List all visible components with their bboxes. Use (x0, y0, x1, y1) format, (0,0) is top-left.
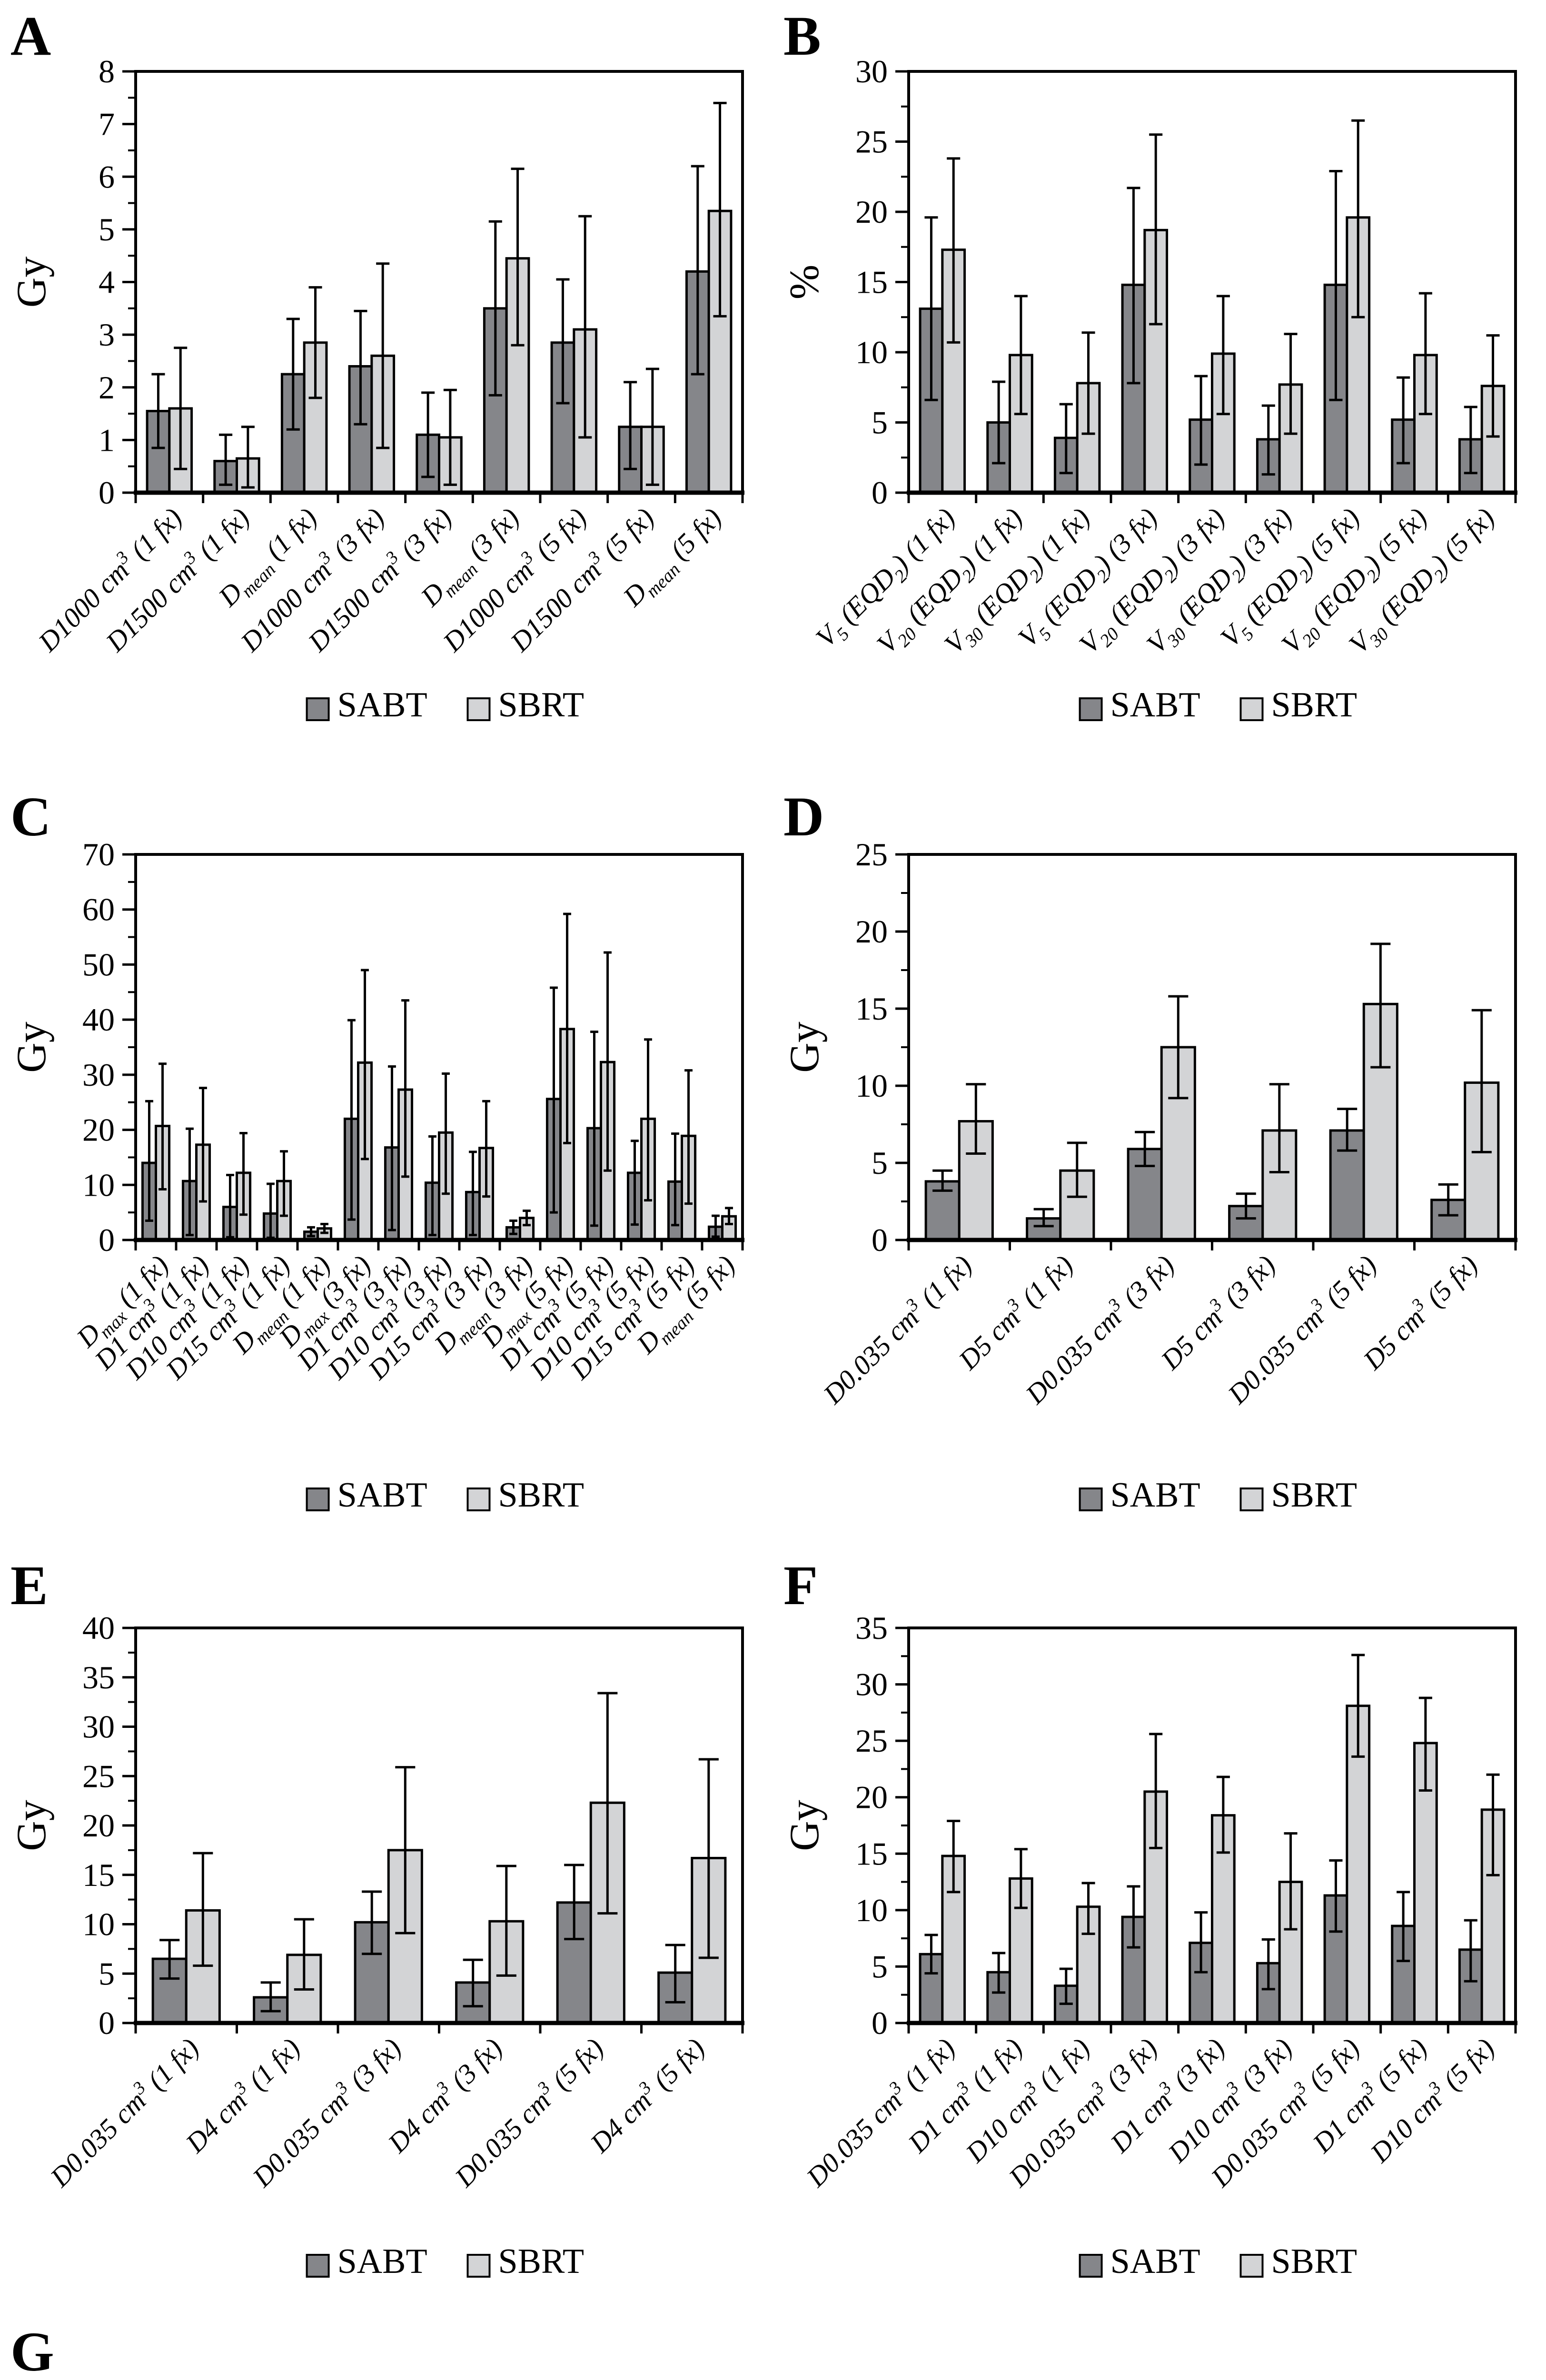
panel-D-letter: D (783, 785, 824, 848)
svg-text:40: 40 (82, 1610, 115, 1646)
svg-text:20: 20 (82, 1112, 115, 1148)
svg-text:7: 7 (99, 106, 115, 142)
panel-C-letter: C (10, 785, 51, 848)
svg-text:SABT: SABT (1110, 1476, 1200, 1515)
svg-text:Gy: Gy (782, 1021, 828, 1073)
svg-text:5: 5 (99, 211, 115, 248)
panel-F-letter: F (783, 1554, 818, 1616)
svg-text:SABT: SABT (1110, 2242, 1200, 2281)
svg-text:SBRT: SBRT (498, 685, 585, 724)
panel-F: F 0 5 10 15 20 25 30 35 Gy D0.035 cm3 (1 fx) D1 cm… (773, 1530, 1546, 2297)
panel-B: B 0 5 10 15 20 25 30% V5 (EQD2) (1 fx) V20 (EQD2… (773, 0, 1546, 762)
svg-text:10: 10 (855, 1068, 888, 1104)
svg-text:D10 cm3 (5 fx): D10 cm3 (5 fx) (1363, 2031, 1500, 2169)
svg-text:40: 40 (82, 1002, 115, 1038)
svg-text:10: 10 (82, 1906, 115, 1943)
panel-B-letter: B (783, 5, 821, 67)
svg-text:5: 5 (872, 1948, 888, 1984)
svg-text:10: 10 (82, 1167, 115, 1203)
svg-text:SABT: SABT (1110, 685, 1200, 724)
svg-text:25: 25 (855, 1723, 888, 1759)
svg-text:20: 20 (855, 194, 888, 230)
panel-C: C 0 10 20 30 40 50 60 70 Gy Dmax (1 fx) D1 cm3 (1 … (0, 762, 773, 1530)
svg-text:%: % (782, 265, 828, 299)
svg-text:0: 0 (99, 2005, 115, 2041)
svg-text:8: 8 (99, 53, 115, 89)
svg-text:15: 15 (855, 1835, 888, 1872)
svg-text:4: 4 (99, 264, 115, 300)
svg-text:15: 15 (855, 991, 888, 1027)
svg-text:2: 2 (99, 369, 115, 406)
svg-text:15: 15 (855, 264, 888, 300)
svg-text:10: 10 (855, 334, 888, 370)
svg-text:SABT: SABT (337, 1476, 427, 1515)
svg-text:SABT: SABT (337, 2242, 427, 2281)
svg-text:20: 20 (82, 1807, 115, 1844)
svg-text:5: 5 (99, 1955, 115, 1992)
panel-A-letter: A (10, 5, 51, 67)
svg-text:25: 25 (855, 124, 888, 160)
svg-text:25: 25 (82, 1758, 115, 1794)
svg-text:0: 0 (872, 1222, 888, 1258)
svg-text:20: 20 (855, 1779, 888, 1815)
svg-text:Gy: Gy (9, 1800, 55, 1851)
svg-text:70: 70 (82, 836, 115, 873)
svg-text:20: 20 (855, 913, 888, 950)
svg-text:6: 6 (99, 159, 115, 195)
svg-text:SBRT: SBRT (1271, 685, 1358, 724)
svg-text:30: 30 (855, 53, 888, 89)
svg-text:30: 30 (855, 1666, 888, 1703)
panel-E-letter: E (10, 1554, 48, 1616)
svg-text:SBRT: SBRT (498, 1476, 585, 1515)
svg-text:0: 0 (99, 1222, 115, 1258)
panel-G: G 024681012141618GyDmax (1 fx)Dmax (3 fx… (0, 2297, 773, 2380)
svg-text:35: 35 (82, 1659, 115, 1696)
svg-text:0: 0 (872, 2005, 888, 2041)
svg-text:50: 50 (82, 946, 115, 982)
svg-text:D0.035 cm3 (1 fx): D0.035 cm3 (1 fx) (43, 2031, 205, 2193)
svg-text:0: 0 (99, 475, 115, 511)
panel-G-chart: 024681012141618GyDmax (1 fx)Dmax (3 fx)D… (82, 2376, 115, 2380)
svg-text:0: 0 (872, 475, 888, 511)
svg-text:15: 15 (82, 1857, 115, 1893)
panel-D: D 0 5 10 15 20 25 Gy D0.035 cm3 (1 fx) D5 cm3 (1… (773, 762, 1546, 1530)
panel-G-letter: G (10, 2320, 54, 2380)
svg-text:SBRT: SBRT (1271, 2242, 1358, 2281)
svg-text:35: 35 (855, 1610, 888, 1646)
svg-text:18: 18 (82, 2376, 115, 2380)
panel-E: E 0 5 10 15 20 25 30 35 40 Gy D0.035 cm3 (1 fx) D4 … (0, 1530, 773, 2297)
svg-text:10: 10 (855, 1892, 888, 1928)
svg-text:Gy: Gy (9, 257, 55, 308)
svg-text:30: 30 (82, 1057, 115, 1093)
panel-A: A 0 1 2 3 4 5 6 7 8 Gy D1000 cm3 (1 fx) D1500 cm3 (… (0, 0, 773, 762)
svg-text:SBRT: SBRT (1271, 1476, 1358, 1515)
svg-text:D0.035 cm3 (1 fx): D0.035 cm3 (1 fx) (816, 1248, 978, 1410)
svg-text:Gy: Gy (9, 1021, 55, 1073)
svg-text:25: 25 (855, 836, 888, 873)
svg-text:30: 30 (82, 1709, 115, 1745)
svg-text:5: 5 (872, 1145, 888, 1181)
svg-text:60: 60 (82, 892, 115, 928)
svg-text:SBRT: SBRT (498, 2242, 585, 2281)
svg-text:Gy: Gy (782, 1800, 828, 1851)
svg-text:SABT: SABT (337, 685, 427, 724)
svg-text:1: 1 (99, 422, 115, 458)
svg-text:5: 5 (872, 405, 888, 441)
svg-text:3: 3 (99, 317, 115, 353)
